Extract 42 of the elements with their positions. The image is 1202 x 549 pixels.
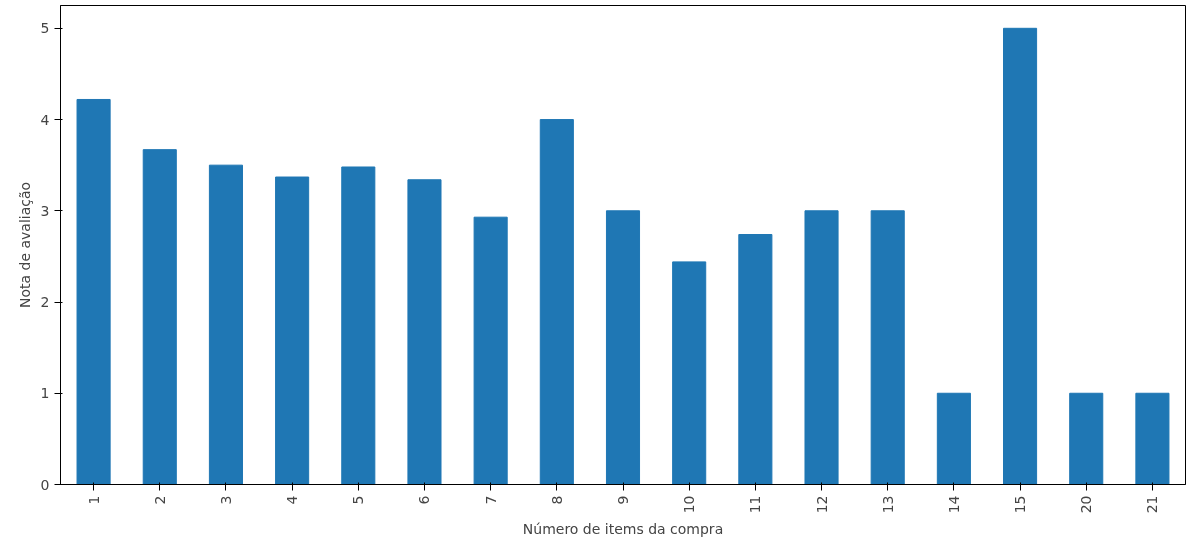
- bar: [738, 234, 773, 485]
- bar: [605, 210, 641, 485]
- x-tick-label: 7: [482, 495, 499, 505]
- bar: [539, 119, 574, 485]
- bar: [1069, 392, 1104, 485]
- x-tick-label: 9: [615, 495, 631, 505]
- bar: [1135, 392, 1170, 485]
- x-tick-label: 10: [681, 495, 698, 514]
- y-tick-label: 2: [40, 294, 50, 311]
- y-tick-label: 5: [40, 20, 50, 37]
- bar: [473, 216, 508, 485]
- bar: [142, 149, 177, 485]
- x-tick-label: 1: [85, 495, 102, 505]
- x-tick-label: 8: [548, 495, 565, 505]
- bar: [341, 166, 376, 485]
- x-axis-title: Número de items da compra: [522, 521, 724, 538]
- bar: [804, 210, 839, 485]
- x-tick-label: 5: [350, 495, 367, 505]
- bar: [672, 261, 707, 485]
- x-tick-label: 13: [879, 495, 896, 514]
- y-tick-label: 1: [40, 385, 50, 402]
- x-tick-label: 2: [151, 495, 168, 505]
- x-tick-label: 3: [217, 495, 234, 505]
- bar: [1003, 27, 1038, 485]
- bar: [870, 210, 905, 485]
- y-tick-label: 3: [40, 202, 50, 219]
- bar: [275, 176, 310, 485]
- bar: [76, 98, 111, 485]
- x-tick-label: 6: [416, 495, 433, 505]
- x-tick-label: 20: [1078, 495, 1095, 514]
- x-tick-label: 12: [813, 495, 830, 514]
- y-tick-label: 0: [40, 476, 50, 493]
- x-tick-label: 15: [1012, 495, 1029, 514]
- x-tick-label: 21: [1144, 495, 1161, 514]
- x-tick-label: 11: [747, 495, 764, 514]
- bar: [208, 164, 243, 485]
- bar: [407, 179, 442, 485]
- y-axis-title: Nota de avaliação: [16, 181, 33, 309]
- x-tick-label: 4: [284, 495, 301, 505]
- y-tick-label: 4: [40, 111, 50, 128]
- x-tick-label: 14: [945, 495, 962, 514]
- bar: [936, 392, 971, 485]
